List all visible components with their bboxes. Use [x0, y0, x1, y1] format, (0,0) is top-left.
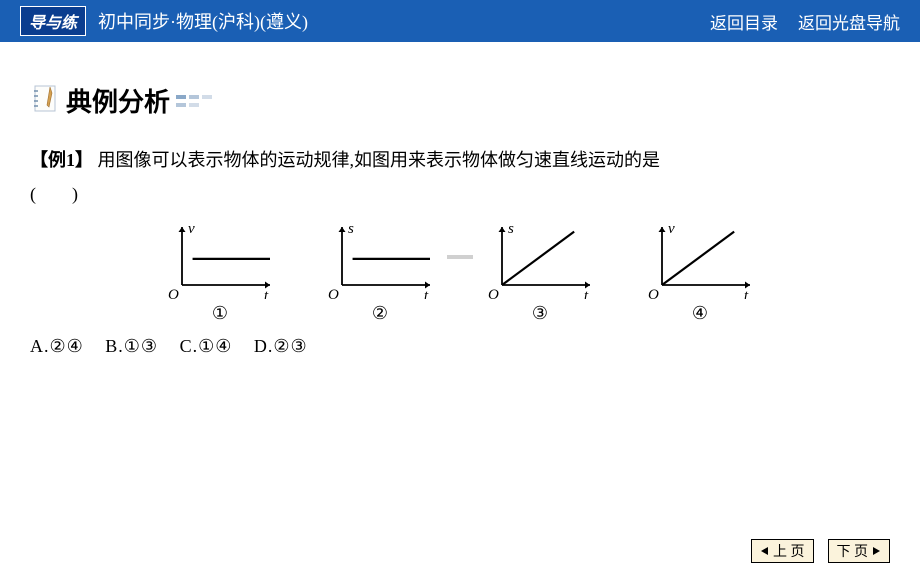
- svg-text:v: v: [188, 221, 195, 237]
- chart-2: s t O ②: [320, 219, 440, 324]
- svg-text:t: t: [584, 288, 589, 299]
- triangle-right-icon: [871, 546, 881, 556]
- section-title: 典例分析: [66, 82, 170, 119]
- nav-toc-link[interactable]: 返回目录: [710, 9, 778, 34]
- logo: 导与练: [20, 6, 86, 36]
- header-title: 初中同步·物理(沪科)(遵义): [98, 8, 710, 34]
- svg-text:s: s: [348, 221, 354, 237]
- triangle-left-icon: [760, 546, 770, 556]
- question-text: 【例1】 用图像可以表示物体的运动规律,如图用来表示物体做匀速直线运动的是 ( …: [30, 143, 890, 211]
- nav-disc-link[interactable]: 返回光盘导航: [798, 9, 900, 34]
- example-label: 【例1】: [30, 150, 93, 170]
- question-paren: ( ): [30, 184, 78, 204]
- svg-text:s: s: [508, 221, 514, 237]
- chart-num-2: ②: [320, 303, 440, 324]
- svg-text:t: t: [744, 288, 749, 299]
- chart-1: v t O ①: [160, 219, 280, 324]
- header-bar: 导与练 初中同步·物理(沪科)(遵义) 返回目录 返回光盘导航: [0, 0, 920, 42]
- section-header: 典例分析: [30, 82, 890, 119]
- option-c: C.①④: [180, 336, 233, 356]
- prev-label: 上 页: [773, 541, 805, 561]
- svg-text:t: t: [424, 288, 429, 299]
- options-row: A.②④ B.①③ C.①④ D.②③: [30, 336, 890, 357]
- option-a: A.②④: [30, 336, 84, 356]
- prev-page-button[interactable]: 上 页: [751, 539, 814, 563]
- svg-text:t: t: [264, 288, 269, 299]
- svg-text:O: O: [488, 287, 499, 299]
- section-decor-icon: [176, 93, 266, 109]
- chart-num-1: ①: [160, 303, 280, 324]
- header-nav: 返回目录 返回光盘导航: [710, 9, 900, 34]
- svg-text:v: v: [668, 221, 675, 237]
- chart-4: v t O ④: [640, 219, 760, 324]
- watermark-dash: [447, 255, 473, 259]
- content-area: 典例分析 【例1】 用图像可以表示物体的运动规律,如图用来表示物体做匀速直线运动…: [0, 42, 920, 377]
- option-d: D.②③: [254, 336, 308, 356]
- option-b: B.①③: [105, 336, 158, 356]
- next-label: 下 页: [837, 541, 869, 561]
- svg-text:O: O: [328, 287, 339, 299]
- next-page-button[interactable]: 下 页: [828, 539, 891, 563]
- chart-3: s t O ③: [480, 219, 600, 324]
- notebook-icon: [30, 83, 60, 118]
- svg-text:O: O: [648, 287, 659, 299]
- chart-num-3: ③: [480, 303, 600, 324]
- question-body: 用图像可以表示物体的运动规律,如图用来表示物体做匀速直线运动的是: [93, 150, 660, 170]
- chart-num-4: ④: [640, 303, 760, 324]
- svg-text:O: O: [168, 287, 179, 299]
- footer-nav: 上 页 下 页: [751, 539, 890, 563]
- charts-row: v t O ① s t O ② s t O ③ v t O ④: [30, 219, 890, 324]
